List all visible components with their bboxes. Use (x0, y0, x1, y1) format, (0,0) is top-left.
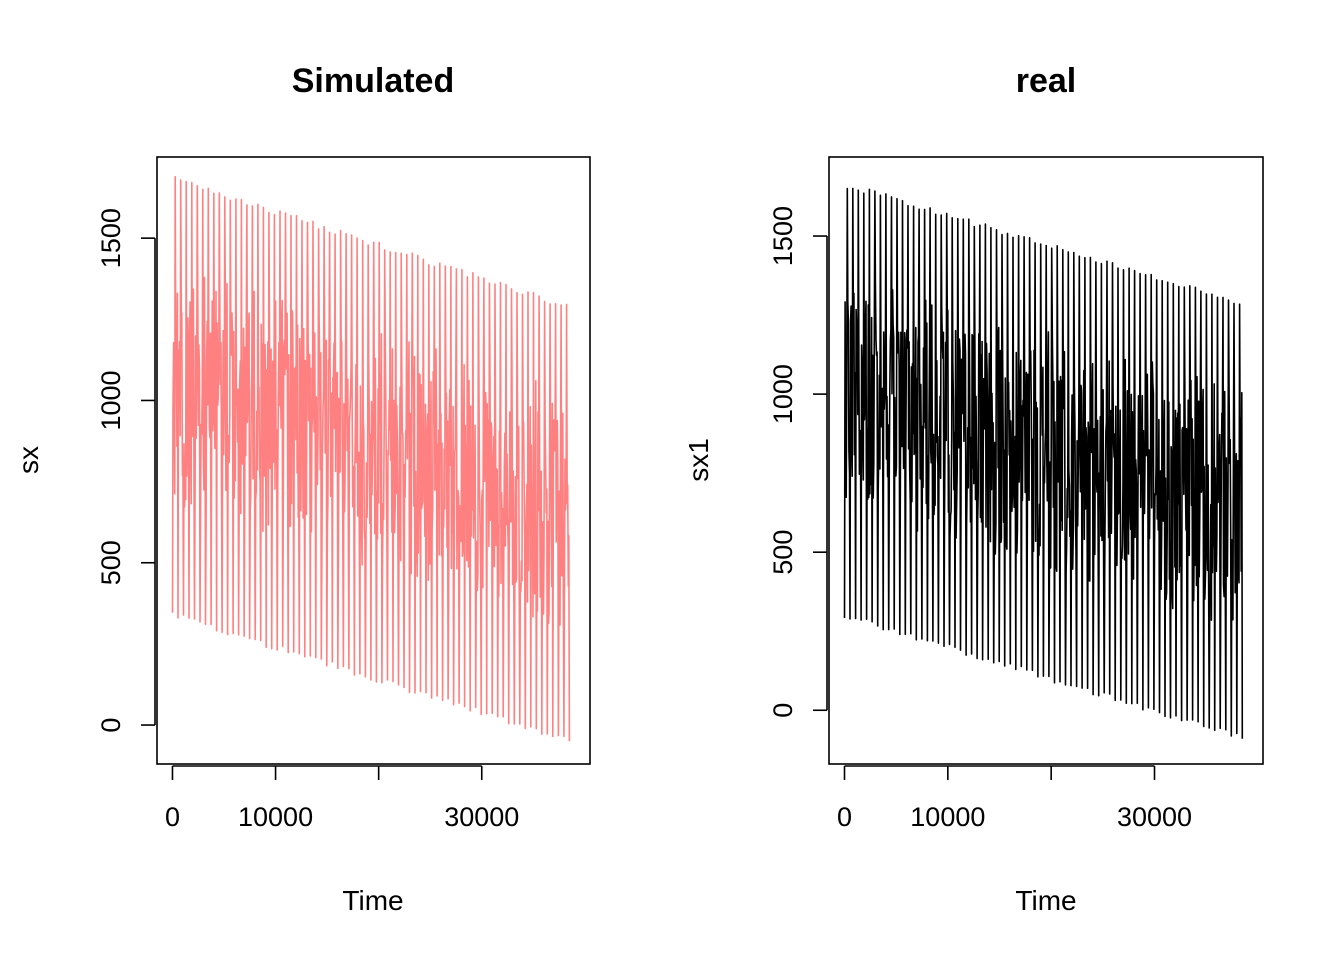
y-tick-label: 500 (96, 540, 126, 585)
x-axis-label: Time (1015, 885, 1076, 916)
y-tick-label: 500 (768, 530, 798, 575)
x-axis: 0 10000 30000 (165, 765, 519, 832)
y-tick-label: 1500 (96, 208, 126, 268)
series-line-sx1 (843, 187, 1244, 739)
y-axis-label: sx (13, 446, 44, 474)
x-tick-label: 30000 (444, 802, 519, 832)
y-axis: 0 500 1000 1500 (96, 208, 156, 733)
x-tick-label: 10000 (238, 802, 313, 832)
series-line-sx (171, 175, 571, 742)
x-tick-label: 0 (165, 802, 180, 832)
plot-frame (828, 156, 1264, 765)
y-tick-label: 1000 (768, 364, 798, 424)
plot-area (171, 175, 571, 742)
y-axis-label: sx1 (683, 438, 714, 482)
chart-title: real (1016, 62, 1077, 100)
plot-area (843, 187, 1244, 739)
chart-panel-real: real 0 10000 30000 0 500 1000 1500 Time sx1 (683, 62, 1264, 916)
y-tick-label: 0 (96, 718, 126, 733)
plot-frame (156, 156, 591, 765)
x-axis-label: Time (342, 885, 403, 916)
y-tick-label: 1500 (768, 206, 798, 266)
y-tick-label: 1000 (96, 370, 126, 430)
y-tick-label: 0 (768, 703, 798, 718)
chart-title: Simulated (292, 62, 454, 100)
x-tick-label: 0 (837, 802, 852, 832)
x-axis: 0 10000 30000 (837, 765, 1192, 832)
y-axis: 0 500 1000 1500 (768, 206, 828, 718)
x-tick-label: 10000 (910, 802, 985, 832)
x-tick-label: 30000 (1117, 802, 1192, 832)
